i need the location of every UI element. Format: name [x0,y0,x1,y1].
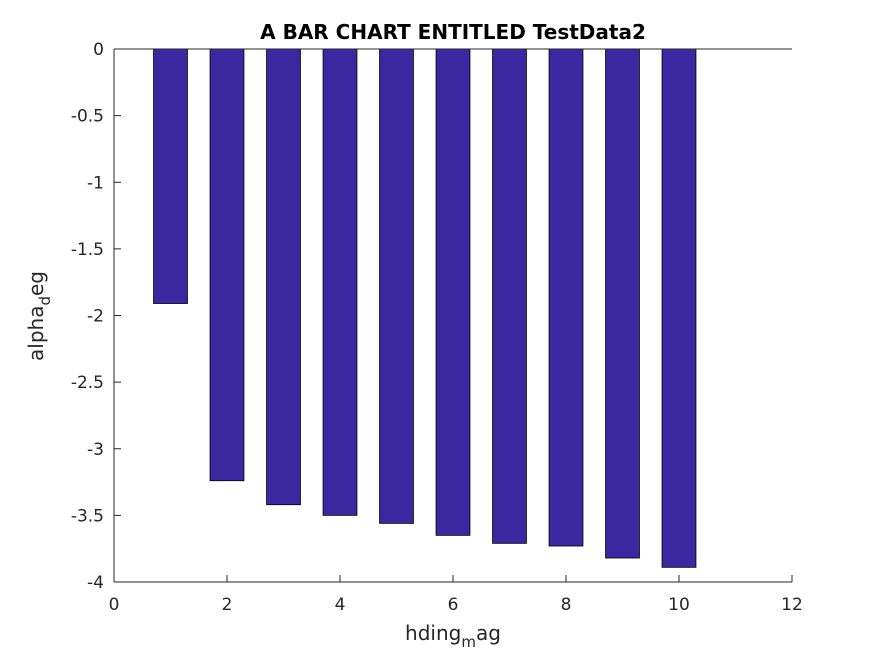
x-tick-label-2: 4 [335,595,346,615]
y-tick-label-8: -4 [87,573,104,593]
y-tick-label-3: -1.5 [71,240,104,260]
x-tick-label-4: 8 [561,595,572,615]
x-tick-label-6: 12 [781,595,803,615]
y-tick-label-5: -2.5 [71,373,104,393]
x-axis-title-rest: ag [476,621,501,645]
y-tick-label-1: -0.5 [71,107,104,127]
x-tick-label-3: 6 [448,595,459,615]
bar-6 [435,48,471,536]
x-axis-title-main: hding [405,621,461,645]
y-tick-label-4: -2 [87,307,104,327]
bar-10 [661,48,697,568]
y-axis-title-rest: eg [24,271,48,296]
bar-9 [605,48,640,559]
x-axis-title-subscript: m [461,633,476,651]
y-tick-label-6: -3 [87,440,104,460]
y-tick-label-7: -3.5 [71,506,104,526]
x-ticks-group: 0 2 4 6 8 10 12 [109,575,803,615]
x-tick-label-5: 10 [668,595,690,615]
chart-title: A BAR CHART ENTITLED TestData2 [260,20,646,44]
bar-8 [548,48,584,547]
y-axis-title-subscript: d [36,296,54,306]
y-axis-title: alphadeg [24,271,54,361]
x-tick-label-1: 2 [222,595,233,615]
bar-2 [209,48,245,482]
y-ticks-group: 0 -0.5 -1 -1.5 -2 -2.5 -3 -3.5 -4 [71,40,121,593]
x-tick-label-0: 0 [109,595,120,615]
y-tick-label-0: 0 [93,40,104,60]
bar-5 [379,48,414,524]
bar-1 [153,48,188,304]
y-axis-title-main: alpha [24,306,48,361]
bar-4 [322,48,358,516]
x-axis-title: hdingmag [405,621,501,651]
y-tick-label-2: -1 [87,173,104,193]
bar-3 [266,48,301,506]
bar-7 [492,48,527,544]
